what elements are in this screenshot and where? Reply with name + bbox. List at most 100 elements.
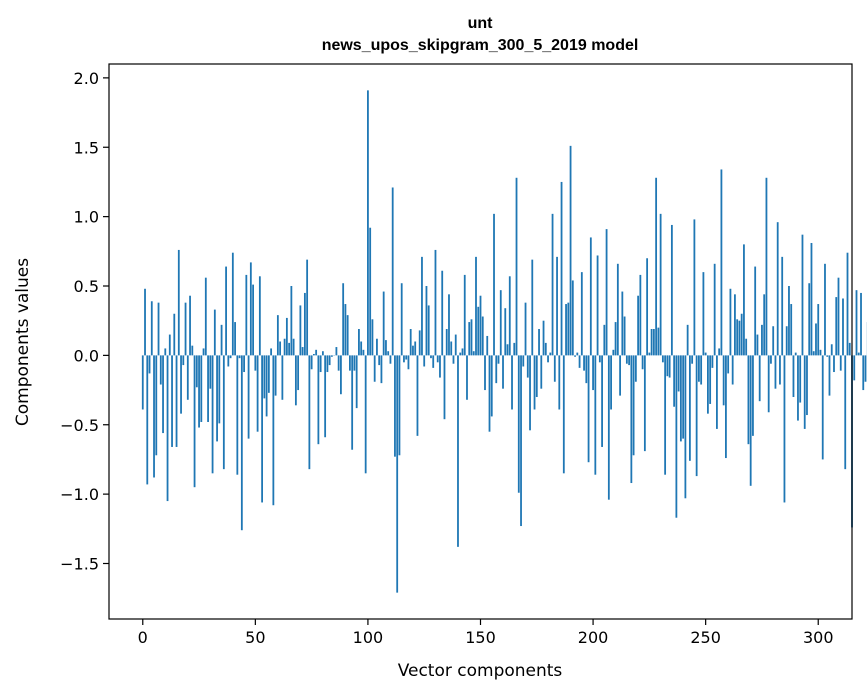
bar-28 (204, 277, 207, 356)
bar-39 (229, 355, 232, 359)
bar-32 (213, 309, 216, 356)
bar-207 (607, 355, 610, 500)
bar-146 (470, 319, 473, 356)
bar-143 (463, 274, 466, 356)
bar-199 (589, 237, 592, 356)
bar-157 (495, 355, 498, 384)
bar-218 (632, 355, 635, 456)
x-tick-label-300: 300 (803, 628, 834, 647)
bar-282 (776, 222, 779, 356)
bar-92 (349, 355, 351, 371)
bar-219 (634, 355, 637, 382)
bar-109 (387, 351, 390, 356)
bar-48 (249, 262, 252, 356)
bar-5 (153, 355, 155, 478)
bar-91 (346, 315, 349, 356)
bar-142 (461, 348, 464, 356)
bar-171 (526, 355, 529, 378)
bar-154 (488, 355, 491, 432)
bar-33 (216, 355, 218, 442)
bar-61 (279, 341, 282, 356)
bar-278 (767, 355, 770, 413)
bar-8 (159, 355, 162, 385)
bar-170 (524, 302, 527, 356)
bar-212 (619, 355, 621, 396)
bar-132 (439, 355, 441, 378)
bar-174 (533, 355, 536, 410)
bar-252 (709, 355, 712, 404)
x-tick-label-100: 100 (353, 628, 384, 647)
chart-title-line-2: news_upos_skipgram_300_5_2019 model (322, 37, 639, 54)
bar-172 (529, 355, 531, 431)
bar-80 (321, 351, 324, 356)
bar-38 (227, 355, 230, 367)
bar-277 (765, 177, 768, 356)
bar-83 (328, 355, 331, 366)
bar-55 (265, 355, 268, 417)
bar-129 (432, 355, 435, 368)
bar-111 (391, 187, 394, 356)
bar-50 (254, 355, 257, 371)
bar-64 (285, 317, 288, 356)
bar-52 (258, 276, 261, 356)
bar-320 (862, 355, 865, 391)
bar-321 (864, 355, 867, 382)
bar-97 (360, 341, 363, 356)
bar-191 (571, 280, 574, 356)
bar-122 (416, 355, 419, 436)
bar-201 (594, 355, 597, 475)
bar-35 (220, 324, 223, 356)
bar-231 (661, 355, 664, 363)
bar-24 (195, 355, 198, 388)
bar-22 (191, 345, 194, 356)
bar-123 (418, 330, 421, 356)
bar-300 (817, 304, 820, 356)
bar-148 (475, 256, 477, 356)
bar-299 (815, 323, 817, 356)
bar-302 (821, 355, 824, 460)
bar-261 (729, 288, 732, 356)
bar-162 (506, 344, 509, 356)
x-tick-label-0: 0 (138, 628, 148, 647)
bar-319 (860, 292, 862, 356)
bar-226 (650, 329, 653, 356)
bar-203 (598, 355, 601, 363)
bar-196 (583, 355, 585, 371)
bar-292 (799, 355, 802, 403)
bar-271 (752, 355, 754, 436)
x-tick-label-250: 250 (690, 628, 721, 647)
bar-267 (743, 244, 745, 356)
bar-133 (441, 270, 444, 356)
bar-103 (373, 355, 376, 382)
bar-249 (702, 272, 705, 356)
bar-289 (792, 355, 795, 398)
bar-243 (688, 355, 691, 461)
bar-119 (409, 329, 412, 356)
bar-270 (749, 355, 752, 486)
y-tick-label-3: 0.5 (74, 277, 99, 296)
bar-124 (421, 256, 423, 356)
bar-233 (666, 355, 669, 377)
bar-126 (425, 286, 428, 356)
bar-144 (466, 355, 468, 400)
bar-163 (508, 276, 511, 356)
bar-57 (270, 348, 273, 356)
bar-137 (450, 341, 453, 356)
bars-group (141, 90, 867, 593)
bar-6 (155, 355, 158, 456)
bar-94 (353, 355, 356, 371)
bar-183 (553, 355, 556, 382)
bar-53 (261, 355, 263, 503)
bar-264 (736, 319, 739, 356)
bar-79 (319, 355, 322, 373)
bar-225 (648, 352, 651, 356)
bar-62 (281, 355, 284, 400)
bar-208 (610, 355, 612, 410)
bar-37 (225, 266, 227, 356)
bar-10 (164, 348, 167, 356)
bar-307 (833, 355, 835, 373)
bar-86 (335, 347, 338, 356)
bar-78 (317, 355, 320, 445)
bar-13 (171, 355, 173, 447)
